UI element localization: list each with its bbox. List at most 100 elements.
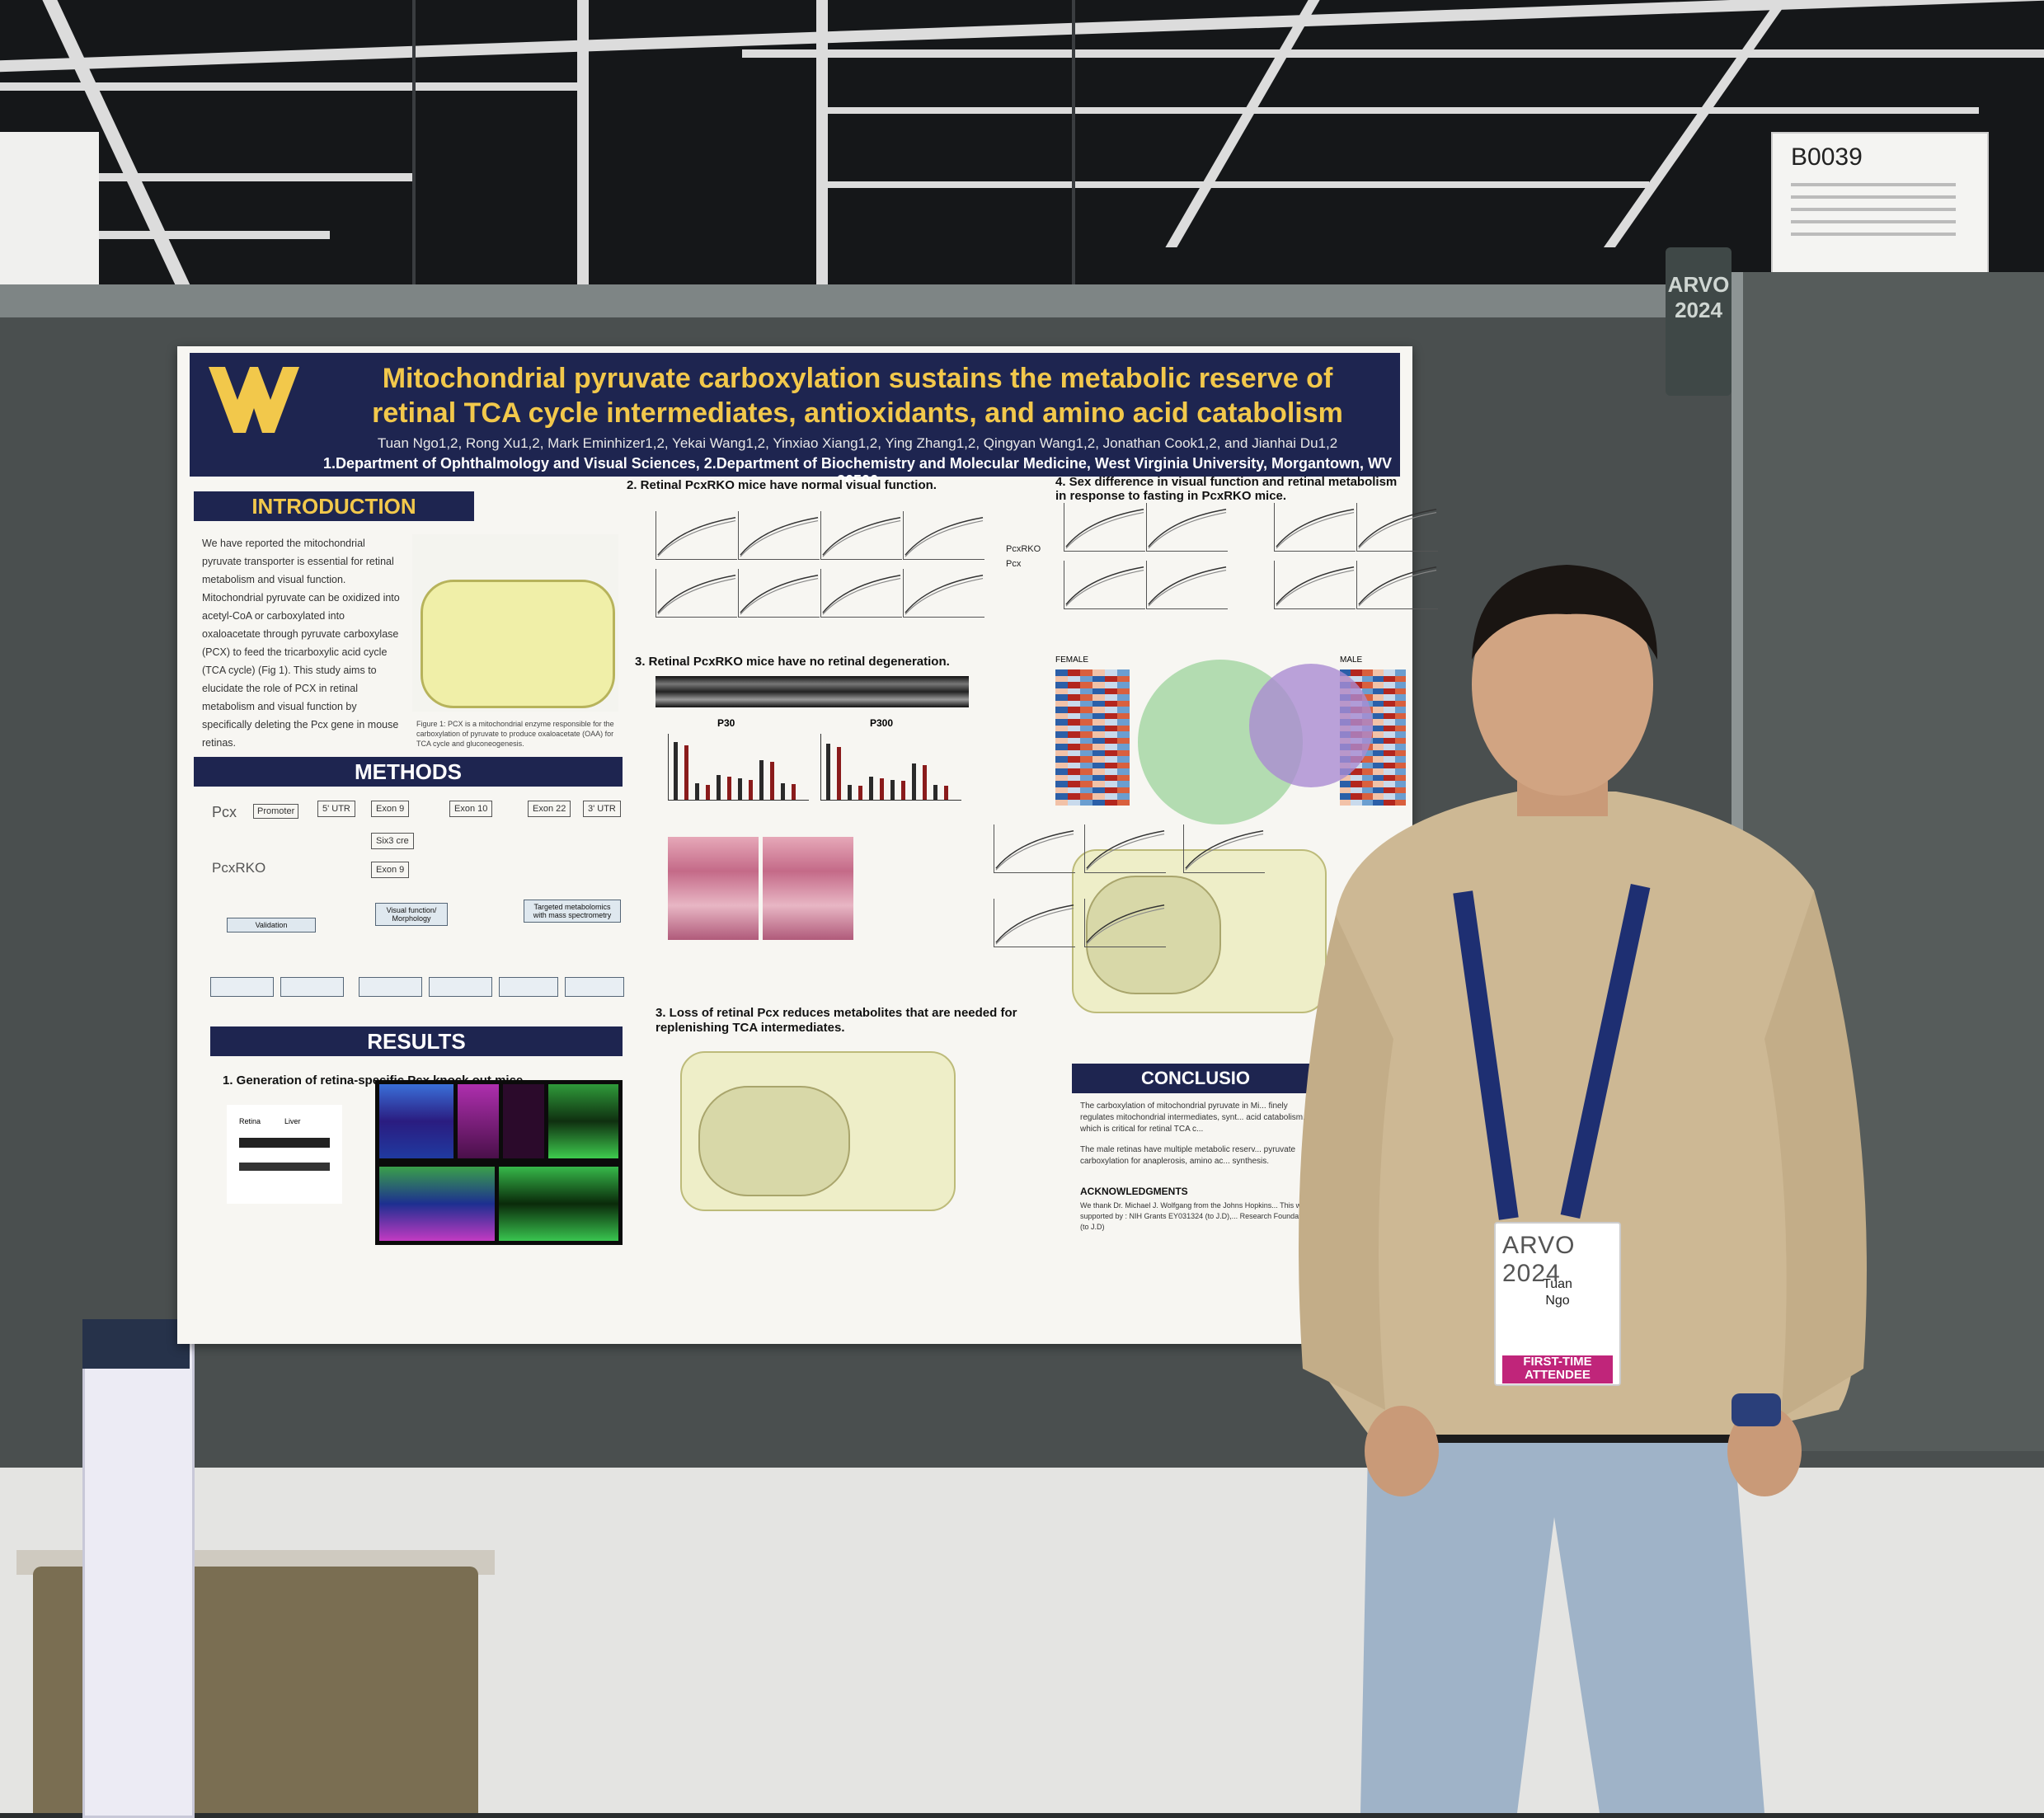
- jeans: [1360, 1410, 1764, 1813]
- erg-plot-2: [738, 511, 820, 560]
- right-hand: [1727, 1406, 1802, 1496]
- western-blot: Retina Liver: [227, 1105, 342, 1204]
- thickness-bar: [674, 742, 678, 800]
- poster-header: Mitochondrial pyruvate carboxylation sus…: [190, 353, 1400, 489]
- thickness-bar: [738, 778, 742, 800]
- ceiling: [0, 0, 2044, 313]
- thickness-bar: [848, 785, 852, 800]
- acknowledgments-text: We thank Dr. Michael J. Wolfgang from th…: [1080, 1201, 1319, 1231]
- legend-pcx-1: Pcx: [1006, 559, 1022, 569]
- result-3-heading: 3. Retinal PcxRKO mice have no retinal d…: [635, 655, 950, 669]
- erg-plot-3: [820, 511, 902, 560]
- male-label: MALE: [1340, 655, 1363, 665]
- layer-plot-5: [1084, 899, 1166, 947]
- layer-plot-3: [1183, 824, 1265, 873]
- fasting-plot-3: [1274, 503, 1356, 552]
- utr3-box: 3' UTR: [583, 801, 621, 817]
- sex-difference-diagram: [1072, 849, 1327, 1013]
- erg-plot-6: [738, 569, 820, 618]
- face: [1472, 573, 1653, 796]
- booth-number: B0039: [1791, 143, 1863, 171]
- mitochondrion-diagram: [421, 580, 615, 708]
- methods-heading: METHODS: [194, 757, 623, 787]
- pcxrko-label: PcxRKO: [212, 860, 266, 876]
- watch: [1732, 1393, 1781, 1426]
- immunofluorescence-panel: [375, 1080, 623, 1245]
- fasting-plot-7: [1274, 561, 1356, 609]
- thickness-bar: [901, 781, 905, 800]
- thickness-bar: [792, 784, 796, 800]
- erg-plot-4: [903, 511, 984, 560]
- visual-function-box: Visual function/ Morphology: [375, 903, 448, 926]
- badge-last-name: Ngo: [1545, 1294, 1570, 1308]
- utr5-box: 5' UTR: [317, 801, 355, 817]
- blot-liver-label: Liver: [284, 1117, 301, 1125]
- he-stain-rko: [763, 837, 853, 940]
- thickness-bar: [770, 762, 774, 800]
- p300-label: P300: [870, 717, 894, 729]
- exon9-box: Exon 9: [371, 801, 410, 817]
- oct-images: [655, 676, 969, 707]
- fasting-plot-2: [1146, 503, 1228, 552]
- layer-plot-2: [1084, 824, 1166, 873]
- erg-plot-5: [655, 569, 737, 618]
- thickness-bar: [781, 783, 785, 800]
- right-arm: [1764, 890, 1867, 1418]
- fasting-plot-5: [1064, 561, 1145, 609]
- methods-gene-diagram: Pcx Promoter 5' UTR Exon 9 Exon 10 Exon …: [202, 796, 623, 944]
- figure-1-caption: Figure 1: PCX is a mitochondrial enzyme …: [416, 720, 614, 748]
- wvu-logo: [209, 367, 299, 433]
- poster-title-line2: retinal TCA cycle intermediates, antioxi…: [372, 397, 1343, 429]
- left-hand: [1365, 1406, 1439, 1496]
- thickness-bar: [759, 760, 764, 800]
- erg-plot-8: [903, 569, 984, 618]
- poster-title: Mitochondrial pyruvate carboxylation sus…: [322, 361, 1393, 430]
- female-label: FEMALE: [1055, 655, 1089, 665]
- poster-affiliation: 1.Department of Ophthalmology and Visual…: [323, 455, 1392, 489]
- fasting-plot-8: [1356, 561, 1438, 609]
- promoter-box: Promoter: [253, 804, 299, 819]
- badge-event: ARVO 2024: [1502, 1232, 1576, 1287]
- erg-plot-1: [655, 511, 737, 560]
- left-arm: [1299, 915, 1393, 1410]
- pcx-flox-label: Pcx: [212, 804, 237, 820]
- thickness-bar: [837, 747, 841, 800]
- research-poster: Mitochondrial pyruvate carboxylation sus…: [177, 346, 1438, 1344]
- legend-pcxrko-1: PcxRKO: [1006, 544, 1041, 554]
- thickness-bar: [944, 786, 948, 800]
- result-4-heading: 4. Sex difference in visual function and…: [1055, 475, 1398, 503]
- p30-label: P30: [717, 717, 735, 729]
- conclusion-heading: CONCLUSIO: [1072, 1064, 1319, 1093]
- shirt: [1306, 792, 1854, 1435]
- p300-thickness-chart: P300: [820, 717, 961, 808]
- conclusion-text-1: The carboxylation of mitochondrial pyruv…: [1080, 1102, 1305, 1134]
- venn-male-circle: [1249, 664, 1373, 787]
- thickness-bar: [858, 786, 862, 800]
- poster-title-line1: Mitochondrial pyruvate carboxylation sus…: [382, 363, 1333, 394]
- layer-plot-1: [994, 824, 1075, 873]
- thickness-bar: [869, 777, 873, 800]
- introduction-heading: INTRODUCTION: [194, 491, 474, 521]
- result-2-heading: 2. Retinal PcxRKO mice have normal visua…: [627, 478, 937, 492]
- result-3b-heading: 3. Loss of retinal Pcx reduces metabolit…: [655, 1006, 1017, 1035]
- thickness-bar: [933, 785, 937, 800]
- booth-number-sign: B0039: [1771, 132, 1989, 280]
- six3cre-box: Six3 cre: [371, 833, 414, 849]
- thickness-bar: [890, 780, 895, 800]
- erg-plot-7: [820, 569, 902, 618]
- thickness-bar: [727, 777, 731, 800]
- acknowledgments-heading: ACKNOWLEDGMENTS: [1080, 1186, 1188, 1197]
- fasting-plot-1: [1064, 503, 1145, 552]
- heatmap-female: [1055, 669, 1130, 806]
- thickness-bar: [695, 783, 699, 800]
- thickness-bar: [912, 763, 916, 800]
- exon22-box: Exon 22: [528, 801, 571, 817]
- thickness-bar: [923, 765, 927, 800]
- validation-box: Validation: [227, 918, 316, 932]
- thickness-bar: [749, 780, 753, 800]
- results-heading: RESULTS: [210, 1026, 623, 1056]
- poster-authors: Tuan Ngo1,2, Rong Xu1,2, Mark Eminhizer1…: [377, 435, 1338, 451]
- poster-tube-cap: [82, 1319, 190, 1369]
- fasting-plot-4: [1356, 503, 1438, 552]
- p30-thickness-chart: P30: [668, 717, 809, 808]
